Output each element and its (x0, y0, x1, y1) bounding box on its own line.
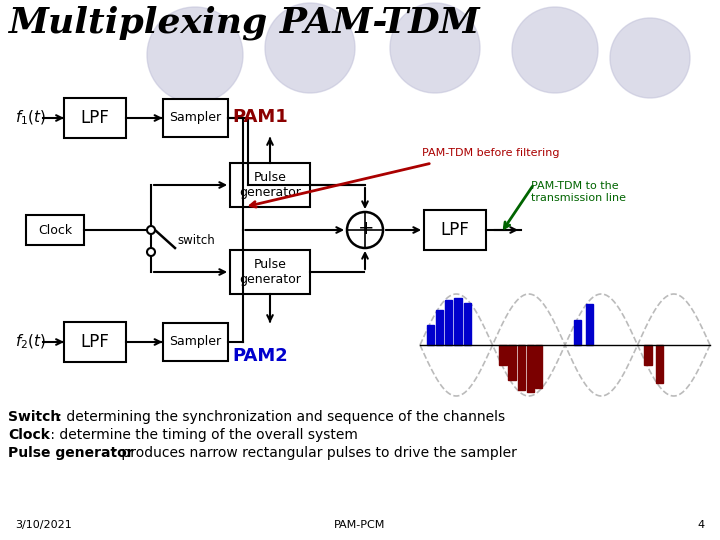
Text: 3/10/2021: 3/10/2021 (15, 520, 72, 530)
Bar (518, 345, 525, 389)
Bar (535, 345, 542, 388)
Text: Clock: Clock (38, 224, 72, 237)
Circle shape (390, 3, 480, 93)
Text: Pulse
generator: Pulse generator (239, 171, 301, 199)
Text: Multiplexing PAM-TDM: Multiplexing PAM-TDM (8, 5, 480, 39)
Bar (230, 250, 310, 294)
Text: PAM2: PAM2 (233, 347, 288, 365)
Text: Switch: Switch (8, 410, 60, 424)
Text: PAM-PCM: PAM-PCM (334, 520, 386, 530)
Text: : determining the synchronization and sequence of the channels: : determining the synchronization and se… (53, 410, 505, 424)
Circle shape (512, 7, 598, 93)
Text: Pulse generator: Pulse generator (8, 446, 134, 460)
Text: PAM-TDM before filtering: PAM-TDM before filtering (422, 148, 559, 158)
Bar (464, 303, 471, 345)
Bar (64, 98, 126, 138)
Bar (499, 345, 506, 366)
Bar (64, 322, 126, 362)
Circle shape (147, 7, 243, 103)
Text: $f_1(t)$: $f_1(t)$ (15, 109, 46, 127)
Circle shape (147, 226, 155, 234)
Bar (574, 320, 581, 345)
Text: +: + (358, 219, 374, 239)
Bar (454, 298, 462, 345)
Text: 4: 4 (698, 520, 705, 530)
Bar (585, 305, 593, 345)
Text: : produces narrow rectangular pulses to drive the sampler: : produces narrow rectangular pulses to … (108, 446, 517, 460)
Text: $f_2(t)$: $f_2(t)$ (15, 333, 46, 351)
Bar (427, 325, 434, 345)
Bar (424, 210, 486, 250)
Bar (445, 300, 452, 345)
Text: LPF: LPF (81, 109, 109, 127)
Text: LPF: LPF (81, 333, 109, 351)
Circle shape (147, 248, 155, 256)
Bar (527, 345, 534, 392)
Text: Sampler: Sampler (169, 335, 221, 348)
Bar (644, 345, 652, 366)
Text: PAM-TDM to the
transmission line: PAM-TDM to the transmission line (531, 181, 626, 203)
Bar (656, 345, 663, 383)
Text: Clock: Clock (8, 428, 50, 442)
Text: LPF: LPF (441, 221, 469, 239)
Circle shape (610, 18, 690, 98)
Text: switch: switch (177, 233, 215, 246)
Bar (436, 310, 444, 345)
Bar (508, 345, 516, 380)
Bar (163, 99, 228, 137)
Text: PAM1: PAM1 (233, 108, 288, 126)
Circle shape (347, 212, 383, 248)
Text: : determine the timing of the overall system: : determine the timing of the overall sy… (46, 428, 358, 442)
Text: Pulse
generator: Pulse generator (239, 258, 301, 286)
Bar (26, 215, 84, 245)
Circle shape (265, 3, 355, 93)
Bar (163, 323, 228, 361)
Text: Sampler: Sampler (169, 111, 221, 125)
Bar (230, 163, 310, 207)
